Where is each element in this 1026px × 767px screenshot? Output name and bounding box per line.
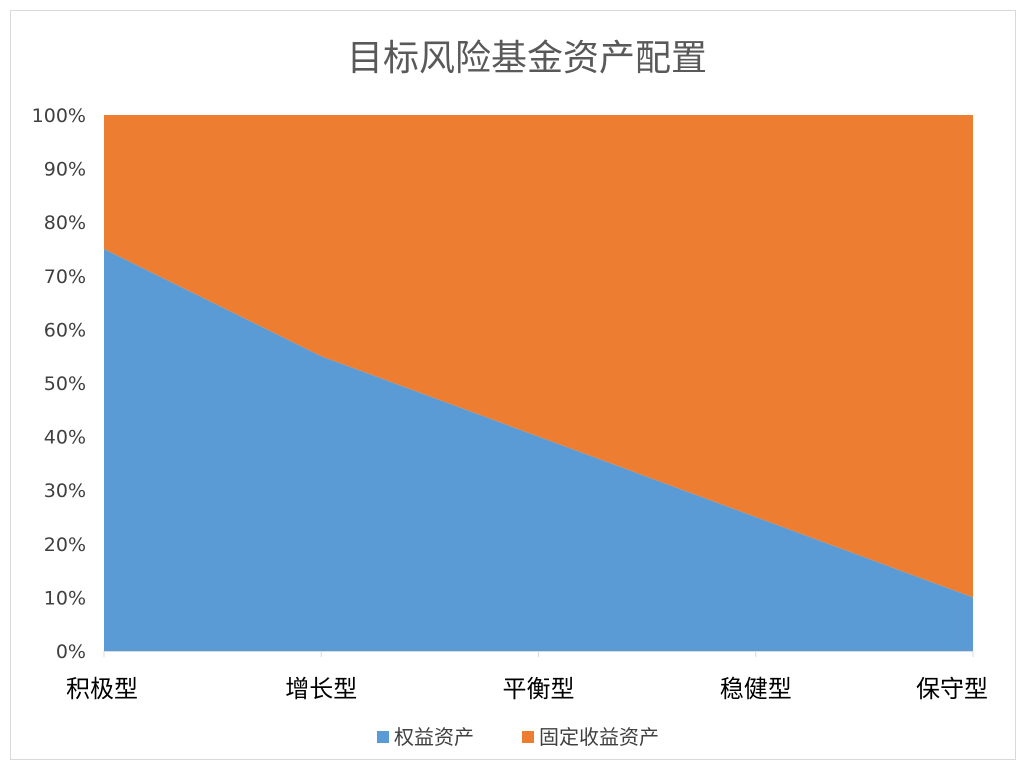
legend-swatch-fixed-income	[522, 731, 534, 743]
x-category-label: 积极型	[66, 675, 138, 703]
y-tick-label: 90%	[44, 159, 86, 181]
x-category-label: 保守型	[916, 675, 988, 703]
y-tick-label: 20%	[44, 534, 86, 556]
axis-layer	[103, 651, 974, 657]
chart-title: 目标风险基金资产配置	[347, 38, 707, 79]
area-series-equity	[104, 249, 973, 651]
y-tick-label: 80%	[44, 212, 86, 234]
y-tick-label: 100%	[32, 105, 86, 127]
x-category-label: 增长型	[285, 675, 357, 703]
legend-label-equity: 权益资产	[394, 725, 474, 749]
y-tick-label: 60%	[44, 319, 86, 341]
y-tick-label: 40%	[44, 427, 86, 449]
legend: 权益资产 固定收益资产	[377, 725, 659, 749]
y-axis-ticks: 0% 10% 20% 30% 40% 50% 60% 70% 80% 90% 100%	[32, 105, 86, 663]
x-category-label: 稳健型	[720, 675, 792, 703]
x-axis-ticks: 积极型 增长型 平衡型 稳健型 保守型	[66, 675, 988, 703]
area-layer	[104, 115, 973, 651]
y-tick-label: 70%	[44, 266, 86, 288]
x-category-label: 平衡型	[503, 675, 575, 703]
y-tick-label: 50%	[44, 373, 86, 395]
legend-label-fixed-income: 固定收益资产	[539, 725, 659, 749]
area-series-fixed-income	[104, 115, 973, 598]
legend-swatch-equity	[377, 731, 389, 743]
y-tick-label: 0%	[56, 641, 86, 663]
y-tick-label: 30%	[44, 480, 86, 502]
y-tick-label: 10%	[44, 587, 86, 609]
